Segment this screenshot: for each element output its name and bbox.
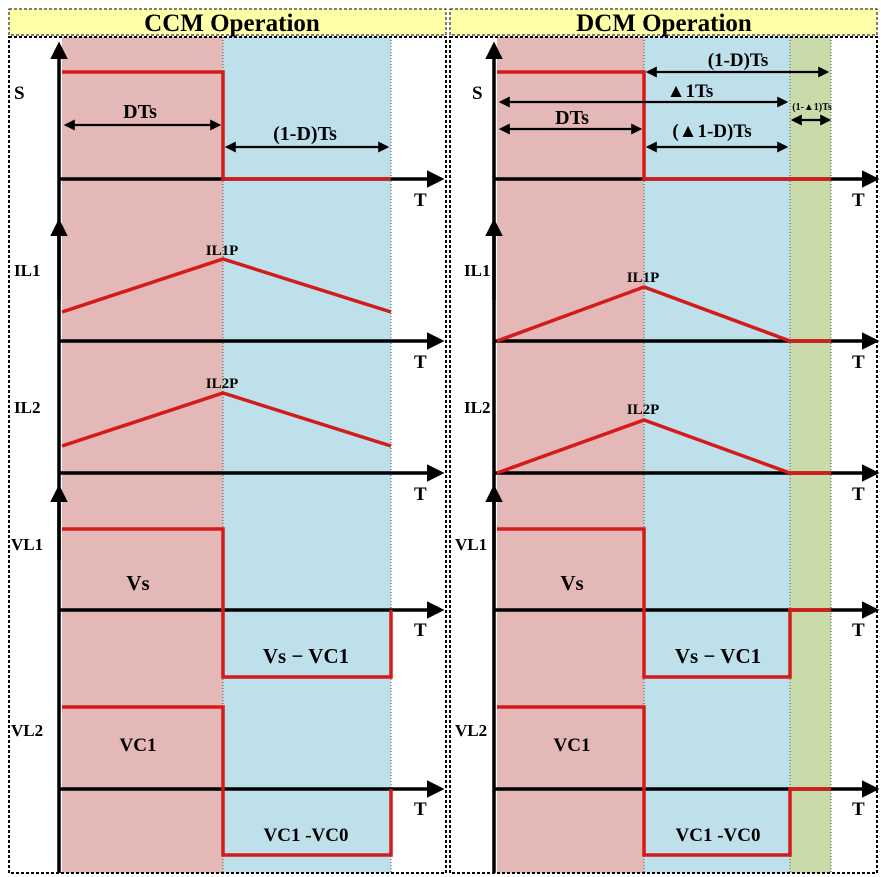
ccm-il2-peak-label: IL2P [206, 376, 239, 392]
dcm-off-time-label: (1-D)Ts [708, 50, 769, 71]
ccm-il1-waveform [61, 257, 392, 314]
ccm-il1-time-label: T [414, 352, 427, 373]
dcm-il1-time-label: T [852, 352, 865, 373]
dcm-dts-label: DTs [555, 107, 589, 129]
dcm-il2-waveform [496, 418, 831, 475]
ccm-on-phase-region [62, 37, 223, 873]
dcm-vl1-waveform [497, 527, 831, 679]
dcm-il2-axis-label: IL2 [464, 398, 490, 417]
dcm-vl2-waveform [497, 705, 831, 857]
ccm-il2-time-label: T [414, 484, 427, 505]
dcm-il1-waveform [496, 285, 831, 343]
ccm-vl1-on-label: Vs [126, 571, 149, 595]
ccm-off-time-label: (1-D)Ts [273, 123, 337, 145]
dcm-on-phase-region [497, 37, 644, 873]
dcm-vl2-axis-label: VL2 [455, 721, 487, 740]
dcm-vl1-off-label: Vs − VC1 [675, 644, 761, 668]
ccm-panel-frame [8, 36, 447, 874]
ccm-vl1-time-label: T [414, 620, 427, 641]
ccm-switch-axis-label: S [14, 83, 25, 104]
ccm-vl2-on-label: VC1 [120, 735, 157, 756]
dcm-vl2-off-label: VC1 -VC0 [676, 825, 761, 846]
ccm-vl2-off-label: VC1 -VC0 [264, 825, 349, 846]
title-bar: CCM Operation DCM Operation [8, 8, 878, 37]
ccm-switch-waveform [62, 70, 391, 181]
ccm-il1-peak-label: IL1P [206, 243, 239, 259]
dcm-vl1-on-label: Vs [560, 571, 583, 595]
dcm-title-background [449, 8, 878, 36]
dcm-idle-time-label: (1-▲1)Ts [792, 102, 832, 113]
ccm-panel: DTs (1-D)Ts IL1P IL2P Vs Vs − VC1 VC1 VC… [8, 36, 447, 874]
dcm-off-phase-region [644, 37, 790, 873]
ccm-vl1-off-label: Vs − VC1 [263, 644, 349, 668]
dcm-title: DCM Operation [576, 10, 752, 37]
dcm-il1-axis-label: IL1 [464, 261, 490, 280]
dcm-switch-waveform [497, 70, 831, 181]
ccm-title: CCM Operation [144, 10, 320, 37]
ccm-il2-waveform [61, 391, 392, 448]
dcm-idle-phase-region [790, 37, 831, 873]
dcm-il1-peak-label: IL1P [627, 270, 660, 286]
ccm-vl2-waveform [62, 705, 393, 857]
ccm-off-phase-region [223, 37, 391, 873]
ccm-vl1-waveform [62, 527, 393, 679]
dcm-il2-peak-label: IL2P [627, 402, 660, 418]
ccm-il2-axis-label: IL2 [14, 398, 40, 417]
dcm-switch-axis-label: S [472, 83, 483, 104]
dcm-vl1-time-label: T [852, 620, 865, 641]
dcm-vl2-on-label: VC1 [554, 735, 591, 756]
dcm-vl2-time-label: T [852, 799, 865, 820]
dcm-vl1-axis-label: VL1 [455, 535, 487, 554]
dcm-delta1-minus-d-label: (▲1-D)Ts [672, 121, 751, 142]
ccm-il1-axis-label: IL1 [14, 261, 40, 280]
ccm-title-background [8, 8, 447, 36]
dcm-il2-time-label: T [852, 484, 865, 505]
dcm-s-time-label: T [852, 190, 865, 211]
ccm-dts-label: DTs [123, 101, 157, 123]
dcm-panel: (1-D)Ts ▲1Ts (1-▲1)Ts DTs (▲1-D)Ts IL1P … [449, 36, 880, 874]
ccm-vl2-time-label: T [414, 799, 427, 820]
dcm-delta1-ts-label: ▲1Ts [667, 81, 714, 102]
dcm-panel-frame [449, 36, 878, 874]
ccm-vl1-axis-label: VL1 [11, 535, 43, 554]
ccm-s-time-label: T [414, 190, 427, 211]
ccm-vl2-axis-label: VL2 [11, 721, 43, 740]
